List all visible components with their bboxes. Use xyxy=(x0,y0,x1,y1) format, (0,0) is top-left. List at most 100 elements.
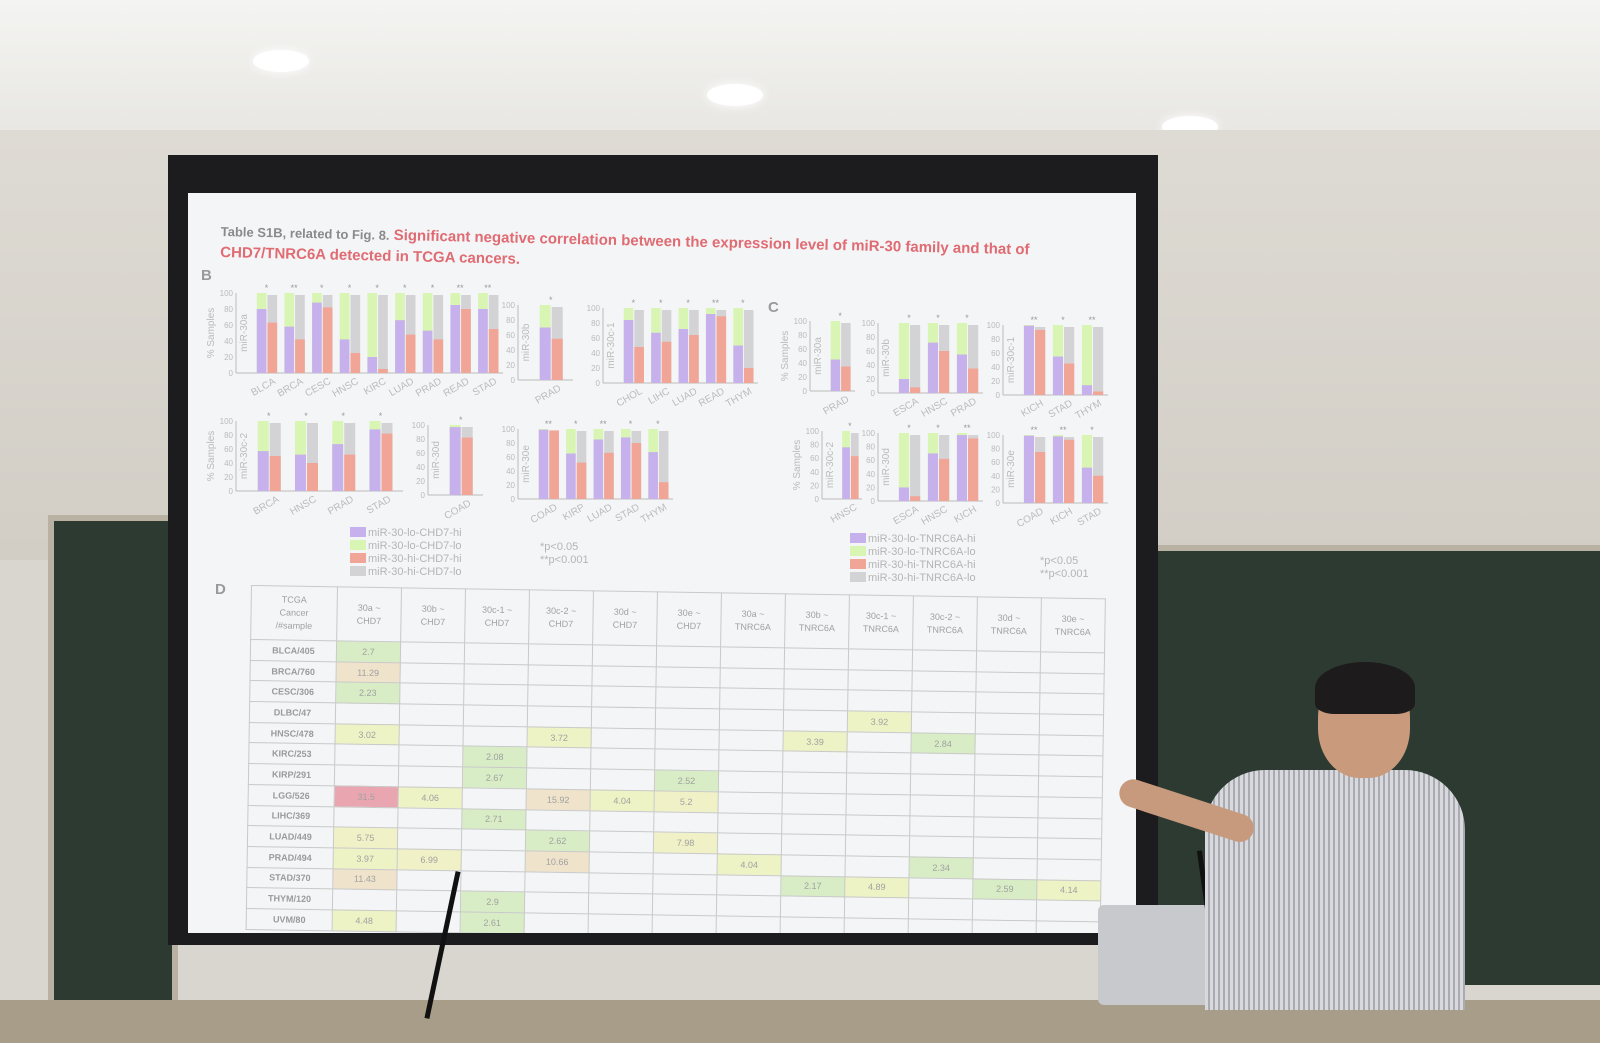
significance-mark: ** xyxy=(1031,315,1039,325)
category-label: KICH xyxy=(1019,398,1045,419)
y-tick-label: 80 xyxy=(866,333,875,342)
y-tick-label: 80 xyxy=(506,316,515,325)
y-tick-label: 80 xyxy=(991,335,1000,344)
table-cell xyxy=(399,703,464,726)
header-line: 30b ~ xyxy=(805,609,829,620)
table-cell xyxy=(782,751,847,774)
bar-hi-lo xyxy=(350,295,361,373)
table-cell xyxy=(654,749,719,771)
bar-lo-hi xyxy=(256,309,267,373)
bar-hi-lo xyxy=(634,310,644,383)
bar-lo-hi xyxy=(705,314,716,383)
y-tick-label: 20 xyxy=(416,477,425,486)
category-label: KIRP xyxy=(561,502,587,523)
bar-lo-lo xyxy=(898,433,910,501)
bar-lo-hi xyxy=(1052,436,1064,503)
header-line: CHD7 xyxy=(356,615,382,626)
table-cell xyxy=(718,750,783,772)
table-cell xyxy=(783,709,848,732)
bar-hi-lo xyxy=(910,325,921,393)
table-cell xyxy=(975,712,1040,735)
table-cell xyxy=(974,754,1039,777)
table-cell: 2.08 xyxy=(462,746,527,768)
legend-c: miR-30-lo-TNRC6A-hi miR-30-lo-TNRC6A-lo … xyxy=(850,533,976,585)
table-cell xyxy=(399,683,464,705)
bar-hi-hi xyxy=(549,430,559,499)
table-cell xyxy=(844,855,910,878)
header-line: Cancer xyxy=(279,607,309,618)
bar-hi-lo xyxy=(378,295,388,373)
y-tick-label: 80 xyxy=(991,445,1000,454)
y-tick-label: 80 xyxy=(224,305,233,314)
y-tick-label: 60 xyxy=(506,331,515,340)
significance-mark: * xyxy=(549,295,553,305)
mirna-label: miR-30b xyxy=(521,323,532,361)
table-cell: 15.92 xyxy=(526,788,591,811)
category-label: HNSC xyxy=(920,396,950,420)
bar-hi-hi xyxy=(405,334,416,373)
bar-lo-hi xyxy=(927,342,939,393)
bar-lo-hi xyxy=(284,326,295,373)
bar-hi-lo xyxy=(1064,327,1075,395)
bar-hi-hi xyxy=(743,368,754,383)
bar-hi-lo xyxy=(968,325,979,393)
row-header: THYM/120 xyxy=(246,887,333,910)
y-tick-label: 100 xyxy=(987,431,1001,440)
mirna-label: miR-30a xyxy=(239,314,250,352)
column-header: 30c-1 ~ TNRC6A xyxy=(848,594,914,650)
significance-mark: * xyxy=(907,313,911,323)
table-cell xyxy=(783,668,849,691)
bar-hi-hi xyxy=(378,369,388,373)
significance-mark: ** xyxy=(1031,425,1039,435)
y-tick-label: 80 xyxy=(798,331,807,340)
table-cell xyxy=(654,728,720,751)
presenter-body xyxy=(1205,770,1465,1010)
y-tick-label: 40 xyxy=(416,463,425,472)
table-cell: 2.59 xyxy=(972,878,1037,901)
significance-mark: * xyxy=(574,419,578,429)
mirna-label: miR-30c-2 xyxy=(825,442,836,489)
p-note: *p<0.05 xyxy=(1040,555,1079,567)
header-line: 30a ~ xyxy=(357,602,381,613)
bar-hi-lo xyxy=(1093,327,1104,395)
table-cell xyxy=(652,873,718,896)
y-tick-label: 20 xyxy=(991,377,1000,386)
table-cell: 2.34 xyxy=(908,856,974,879)
significance-mark: * xyxy=(348,283,352,293)
significance-mark: ** xyxy=(484,283,492,293)
bar-lo-hi xyxy=(830,359,841,391)
table-cell xyxy=(462,787,527,810)
table-cell xyxy=(975,671,1041,694)
table-cell xyxy=(1037,817,1102,840)
table-cell: 4.04 xyxy=(717,853,782,876)
bar-lo-hi xyxy=(1081,467,1093,503)
significance-mark: ** xyxy=(600,419,608,429)
table-cell xyxy=(1036,858,1102,881)
bar-hi-hi xyxy=(551,338,563,380)
category-label: THYM xyxy=(1074,398,1104,422)
table-cell xyxy=(397,807,463,830)
table-cell xyxy=(973,795,1039,818)
table-cell xyxy=(848,648,913,671)
significance-mark: * xyxy=(431,283,435,293)
table-cell xyxy=(784,647,849,670)
table-cell xyxy=(847,690,912,712)
table-cell: 2.7 xyxy=(336,640,401,663)
bar-lo-hi xyxy=(1023,325,1035,395)
category-label: READ xyxy=(442,376,472,399)
bar-lo-hi xyxy=(294,454,306,491)
table-cell xyxy=(973,816,1038,839)
table-cell xyxy=(463,684,528,706)
header-line: CHD7 xyxy=(548,618,574,629)
table-cell: 2.71 xyxy=(461,808,527,831)
y-tick-label: 40 xyxy=(810,468,819,477)
table-cell xyxy=(717,812,782,835)
category-label: HNSC xyxy=(288,494,318,518)
y-tick-label: 40 xyxy=(506,467,515,476)
mirna-label: miR-30c-2 xyxy=(239,433,250,480)
table-cell: 2.67 xyxy=(462,766,527,789)
table-cell xyxy=(1040,651,1105,674)
y-tick-label: 60 xyxy=(991,349,1000,358)
table-cell xyxy=(912,649,977,672)
legend-item: miR-30-hi-TNRC6A-lo xyxy=(868,572,976,584)
